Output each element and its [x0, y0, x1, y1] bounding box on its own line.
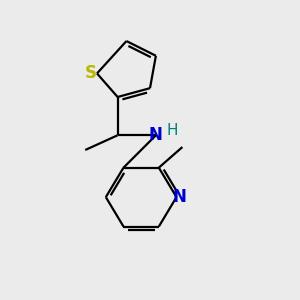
Text: N: N [149, 126, 163, 144]
Text: S: S [85, 64, 97, 82]
Text: N: N [172, 188, 186, 206]
Text: H: H [166, 123, 178, 138]
